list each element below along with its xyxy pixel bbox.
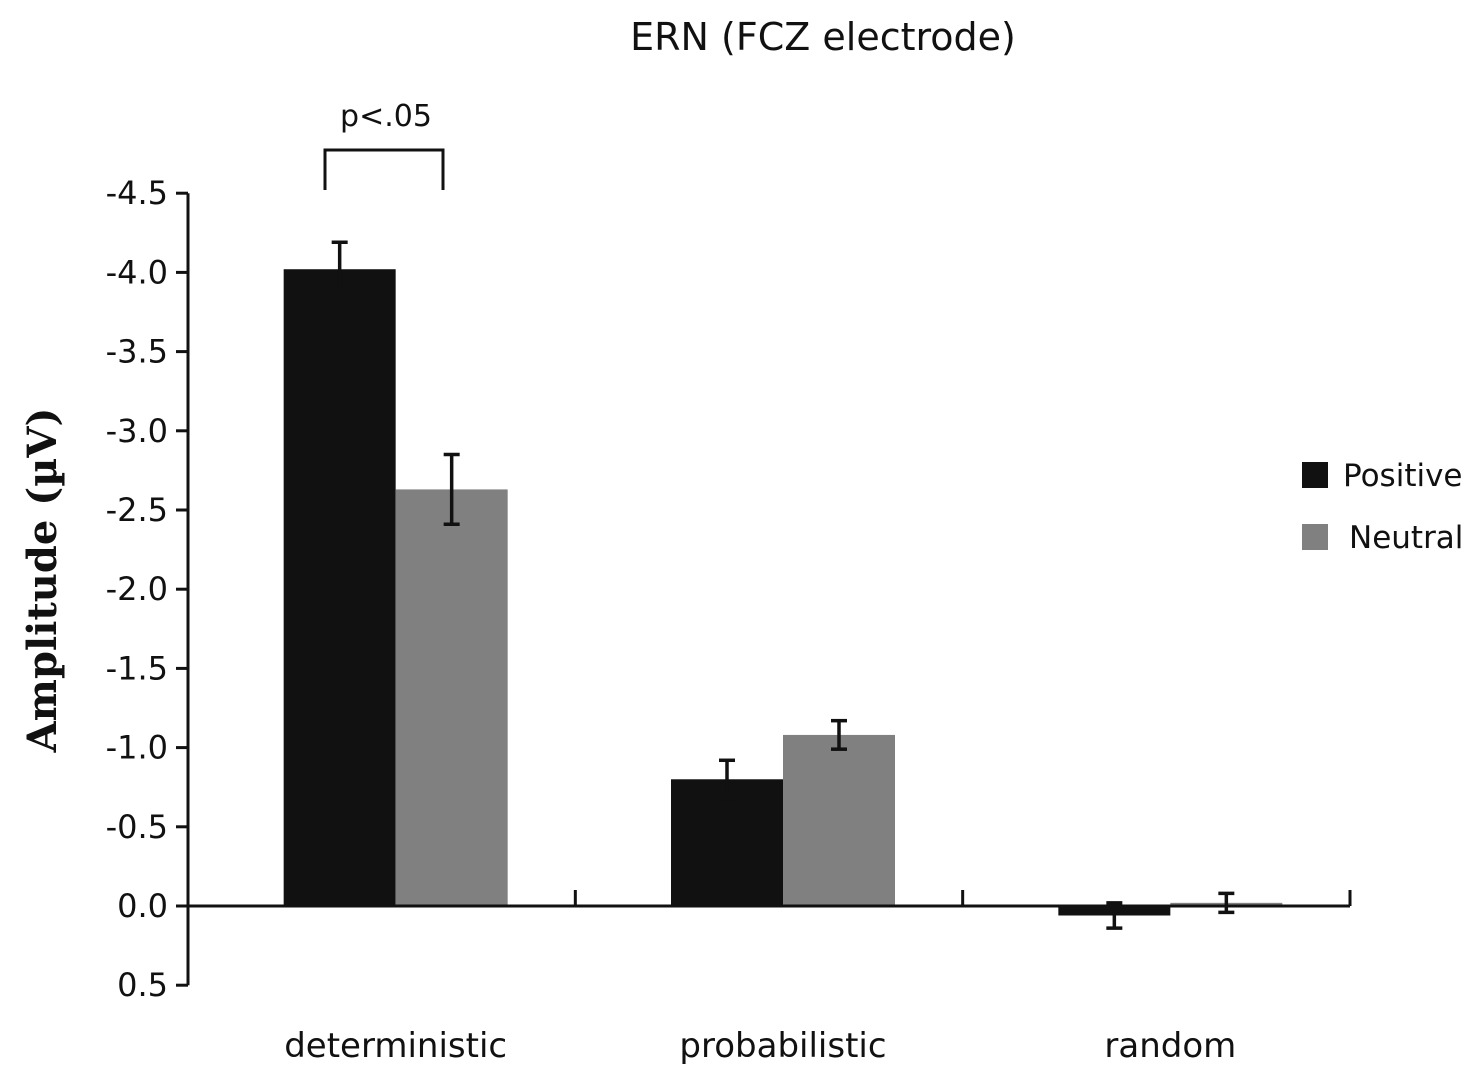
category-label: probabilistic [679, 1026, 886, 1066]
y-tick-label: -3.0 [106, 412, 168, 450]
legend-swatch-positive [1302, 462, 1328, 488]
legend: Positive Neutral [1302, 458, 1463, 556]
y-tick-label: -4.0 [106, 253, 168, 291]
significance-label: p<.05 [340, 99, 432, 134]
y-tick-label: -3.5 [106, 333, 168, 371]
y-tick-label: 0.0 [117, 887, 168, 925]
legend-swatch-neutral [1302, 524, 1328, 550]
chart-title: ERN (FCZ electrode) [630, 15, 1016, 59]
y-tick-label: -0.5 [106, 808, 168, 846]
y-tick-label: -2.5 [106, 491, 168, 529]
y-axis-label: Amplitude (µV) [19, 408, 66, 754]
bar-neutral [395, 489, 508, 906]
bar-positive [671, 779, 783, 906]
bars-layer [283, 269, 1283, 916]
y-tick-label: -1.0 [106, 729, 168, 767]
category-label: random [1104, 1026, 1236, 1066]
annotation-layer: p<.05 [323, 99, 445, 190]
category-labels-layer: deterministic probabilistic random [284, 1026, 1236, 1066]
legend-label-neutral: Neutral [1349, 520, 1463, 556]
y-ticks-layer: -4.5 -4.0 -3.5 -3.0 -2.5 -2.0 -1.5 -1.0 -0.5 0.0 0… [106, 174, 188, 1004]
y-tick-label: 0.5 [117, 966, 168, 1004]
y-tick-label: -2.0 [106, 570, 168, 608]
significance-bracket [323, 148, 445, 190]
error-bars-layer [331, 240, 1235, 930]
category-label: deterministic [284, 1026, 507, 1066]
legend-label-positive: Positive [1343, 458, 1463, 494]
y-tick-label: -4.5 [106, 174, 168, 212]
y-tick-label: -1.5 [106, 649, 168, 687]
bar-neutral [783, 734, 895, 906]
bar-positive [283, 269, 396, 906]
